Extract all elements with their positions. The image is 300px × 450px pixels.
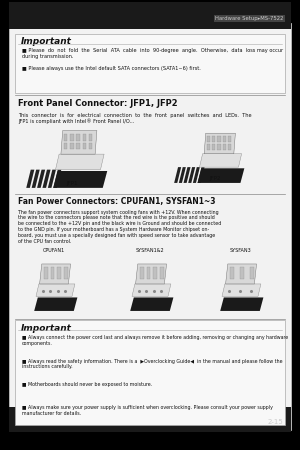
Text: The fan power connectors support system cooling fans with +12V. When connecting
: The fan power connectors support system … [18, 210, 221, 244]
Polygon shape [53, 171, 107, 188]
Bar [140, 267, 143, 279]
Bar [223, 136, 226, 142]
Bar [82, 134, 86, 140]
Bar [212, 136, 215, 142]
Bar [76, 134, 80, 140]
Polygon shape [193, 167, 200, 183]
Bar [250, 267, 254, 279]
Bar [212, 144, 215, 149]
Bar [64, 134, 67, 140]
Text: ■ Always connect the power cord last and always remove it before adding, removin: ■ Always connect the power cord last and… [22, 335, 288, 346]
Text: ■ Motherboards should never be exposed to moisture.: ■ Motherboards should never be exposed t… [22, 382, 152, 387]
Text: ■ Please always use the Intel default SATA connectors (SATA1~6) first.: ■ Please always use the Intel default SA… [22, 66, 200, 71]
Bar [76, 143, 80, 149]
Polygon shape [184, 167, 190, 183]
Polygon shape [197, 168, 244, 183]
Polygon shape [53, 170, 62, 188]
Bar [89, 143, 92, 149]
Polygon shape [26, 170, 34, 188]
Polygon shape [61, 130, 97, 154]
Bar [223, 144, 226, 149]
Polygon shape [179, 167, 186, 183]
Bar [153, 267, 157, 279]
Polygon shape [37, 170, 45, 188]
Polygon shape [130, 297, 173, 311]
Bar [15, 34, 285, 93]
Polygon shape [220, 297, 263, 311]
Text: 2-15: 2-15 [268, 418, 283, 425]
Polygon shape [36, 284, 75, 297]
Polygon shape [197, 167, 205, 183]
Polygon shape [200, 153, 242, 167]
Text: Front Panel Connector: JFP1, JFP2: Front Panel Connector: JFP1, JFP2 [18, 99, 178, 108]
Bar [218, 136, 220, 142]
Text: ■ Always read the safety information. There is a  ▶Overclocking Guide◀  in the m: ■ Always read the safety information. Th… [22, 359, 282, 369]
Bar [57, 267, 61, 279]
Bar [206, 136, 210, 142]
Bar [218, 144, 220, 149]
Bar [64, 143, 67, 149]
Bar [44, 267, 47, 279]
Polygon shape [32, 170, 40, 188]
Polygon shape [188, 167, 195, 183]
Polygon shape [204, 133, 236, 153]
Text: JFP1: JFP1 [67, 180, 78, 186]
Bar [82, 143, 86, 149]
Text: Important: Important [21, 324, 72, 333]
Text: Fan Power Connectors: CPUFAN1, SYSFAN1~3: Fan Power Connectors: CPUFAN1, SYSFAN1~3 [18, 197, 215, 206]
Bar [89, 134, 92, 140]
Bar [228, 144, 232, 149]
Text: This  connector  is  for  electrical  connection  to  the  front  panel  switche: This connector is for electrical connect… [18, 112, 252, 124]
Text: Important: Important [21, 37, 72, 46]
Text: CPUFAN1: CPUFAN1 [43, 248, 65, 252]
Bar [51, 267, 54, 279]
Bar [9, 407, 291, 432]
Polygon shape [174, 167, 181, 183]
Polygon shape [132, 284, 171, 297]
Text: Hardware Setup▸MS-7522: Hardware Setup▸MS-7522 [215, 16, 284, 22]
Bar [9, 2, 291, 29]
Polygon shape [226, 264, 256, 284]
Polygon shape [43, 170, 51, 188]
Bar [160, 267, 164, 279]
Bar [147, 267, 150, 279]
Polygon shape [222, 284, 261, 297]
Bar [70, 134, 74, 140]
Bar [228, 136, 232, 142]
Polygon shape [40, 264, 70, 284]
Text: ■ Always make sure your power supply is sufficient when overclocking. Please con: ■ Always make sure your power supply is … [22, 405, 272, 416]
Bar [206, 144, 210, 149]
Bar [240, 267, 244, 279]
Bar [15, 320, 285, 425]
Text: JFP2: JFP2 [209, 176, 221, 181]
Bar [64, 267, 68, 279]
Polygon shape [48, 170, 56, 188]
Polygon shape [56, 154, 104, 170]
Text: SYSFAN1&2: SYSFAN1&2 [136, 248, 164, 252]
Text: SYSFAN3: SYSFAN3 [229, 248, 251, 252]
Bar [70, 143, 74, 149]
Polygon shape [34, 297, 77, 311]
Polygon shape [136, 264, 166, 284]
Bar [230, 267, 233, 279]
Text: ■ Please  do  not  fold  the  Serial  ATA  cable  into  90-degree  angle.  Other: ■ Please do not fold the Serial ATA cabl… [22, 48, 283, 59]
